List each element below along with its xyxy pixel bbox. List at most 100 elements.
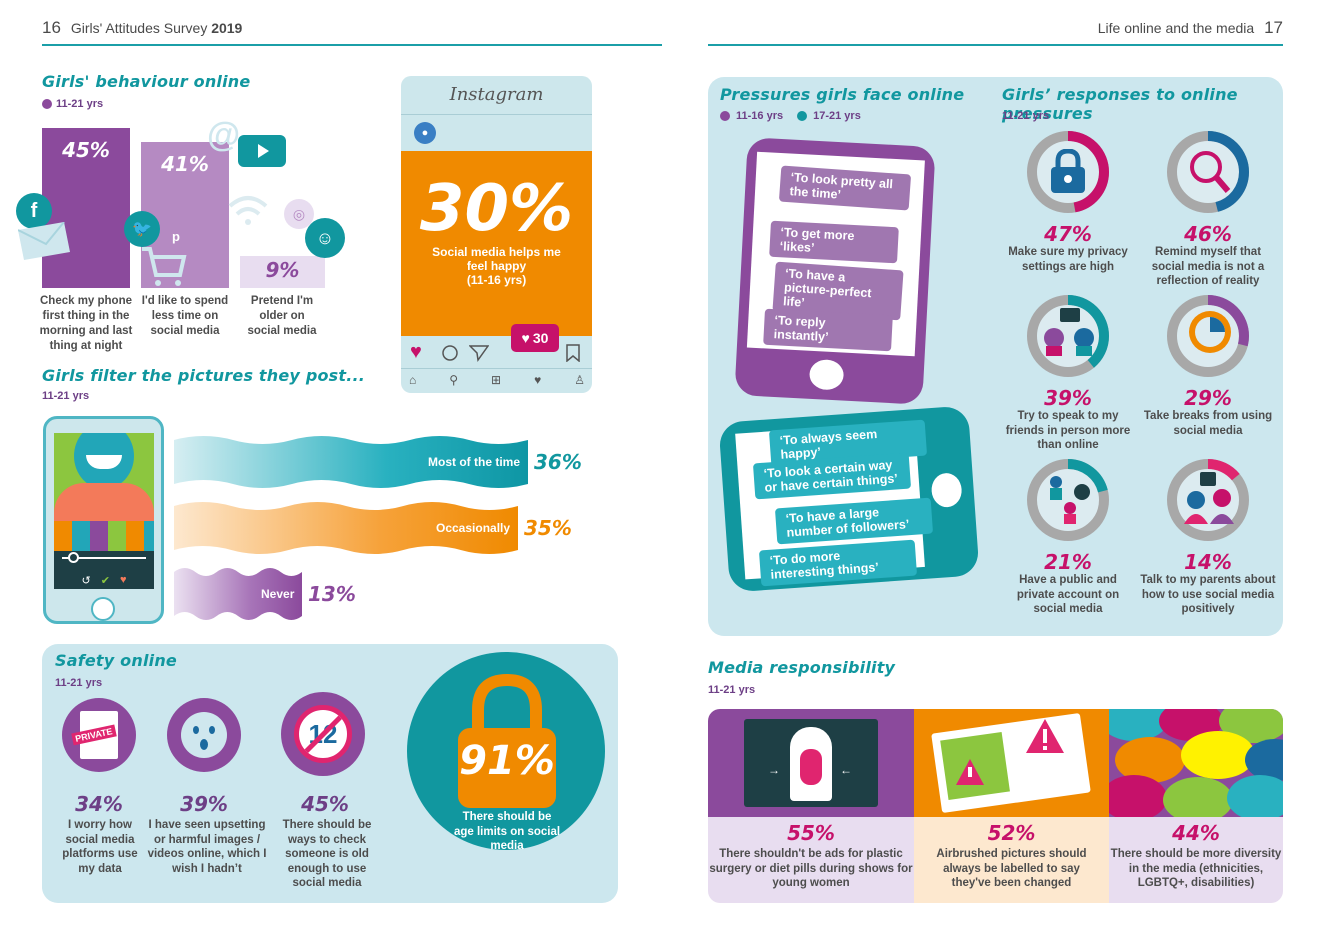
survey-title: Girls' Attitudes Survey <box>70 20 208 36</box>
comment-icon[interactable] <box>441 344 459 362</box>
warning-icon <box>956 759 984 785</box>
bookmark-icon[interactable] <box>565 344 581 362</box>
facebook-icon: f <box>16 193 52 229</box>
wave-occasionally <box>174 502 518 554</box>
shopping-cart-icon <box>142 247 187 286</box>
pressure-bubble-younger-2: ‘To get more ‘likes’ <box>769 220 899 264</box>
safety-caption-upsetting: I have seen upsetting or harmful images … <box>147 819 267 875</box>
tv-icon: → ← <box>744 719 878 807</box>
envelope-icon <box>18 222 70 260</box>
instagram-age: (11-16 yrs) <box>466 273 527 287</box>
filter-age: 11-21 yrs <box>42 390 89 402</box>
private-tag: PRIVATE <box>71 724 117 746</box>
legend-label-older: 17-21 yrs <box>813 110 861 122</box>
padlock-icon <box>458 673 556 808</box>
media-caption-diversity: There should be more diversity in the me… <box>1110 848 1282 889</box>
media-caption-airbrushed: Airbrushed pictures should always be lab… <box>936 848 1087 889</box>
phone-younger-home-button <box>808 358 845 391</box>
likes-count: 30 <box>532 330 549 346</box>
video-play-icon <box>238 135 286 167</box>
instagram-post: 30% Social media helps me feel happy (11… <box>401 151 592 336</box>
filter-label-most: Most of the time <box>428 455 520 469</box>
right-page-number: 17 <box>1264 18 1283 37</box>
wave-never <box>174 568 302 620</box>
behaviour-bar-label: 9% <box>265 258 300 282</box>
activity-heart-icon[interactable]: ♥ <box>534 373 542 387</box>
behaviour-bar-phone: 45% <box>42 128 130 288</box>
magnifier-icon <box>1190 151 1231 193</box>
age-limits-pct: 91% <box>459 738 555 784</box>
response-pct-in-person: 39% <box>1044 386 1092 410</box>
behaviour-age: 11-21 yrs <box>42 98 103 110</box>
twitter-icon: 🐦 <box>124 211 160 247</box>
pressures-legend: 11-16 yrs 17-21 yrs <box>720 110 861 122</box>
padlock-icon <box>1051 149 1085 193</box>
age-dot <box>42 99 52 109</box>
filter-pct-occasionally: 35% <box>524 516 572 540</box>
conversation-icon <box>1044 308 1094 356</box>
response-pct-accounts: 21% <box>1044 550 1092 574</box>
safety-age: 11-21 yrs <box>55 677 102 689</box>
safety-title: Safety online <box>55 651 177 670</box>
media-caption-ads: There shouldn't be ads for plastic surge… <box>709 848 913 889</box>
response-caption-breaks: Take breaks from using social media <box>1143 410 1273 437</box>
filter-pct-most: 36% <box>534 450 582 474</box>
like-heart-icon[interactable]: ♥ <box>410 341 422 363</box>
instagram-icon: ◎ <box>284 199 314 229</box>
filter-age-label: 11-21 yrs <box>42 390 90 402</box>
media-pct-ads: 55% <box>787 821 835 845</box>
filter-label-occasionally: Occasionally <box>436 521 511 535</box>
behaviour-bar-less-time: 41% <box>141 142 229 288</box>
legend-label-younger: 11-16 yrs <box>736 110 784 122</box>
at-sign-icon: @ <box>207 116 241 154</box>
safety-age-label: 11-21 yrs <box>55 677 103 689</box>
response-caption-privacy: Make sure my privacy settings are high <box>1008 246 1128 273</box>
instagram-nav-bar: ⌂ ⚲ ⊞ ♥ ♙ <box>409 373 585 387</box>
phone-illustration: ↺ ✔ ♥ <box>43 416 164 624</box>
phone-home-button <box>91 597 115 621</box>
survey-year: 2019 <box>211 20 243 36</box>
responses-age: 11-21 yrs <box>1002 110 1049 122</box>
arrow-left-icon: ← <box>840 763 852 777</box>
left-page-number: 16 <box>42 18 61 37</box>
media-stat-diversity: 44% There should be more diversity in th… <box>1109 817 1283 903</box>
behaviour-title: Girls' behaviour online <box>42 72 251 91</box>
filter-label-never: Never <box>261 587 295 601</box>
search-icon[interactable]: ⚲ <box>449 373 459 387</box>
behaviour-caption-older: Pretend I'm older on social media <box>247 295 317 337</box>
response-caption-parents: Talk to my parents about how to use soci… <box>1140 574 1276 615</box>
profile-icon[interactable]: ♙ <box>574 373 585 387</box>
media-stat-airbrushed: 52% Airbrushed pictures should always be… <box>914 817 1109 903</box>
legend-dot-younger <box>720 111 730 121</box>
parent-talk-icon <box>1184 472 1234 524</box>
slider-handle[interactable] <box>68 552 79 563</box>
response-caption-reality: Remind myself that social media is not a… <box>1151 246 1265 287</box>
confirm-check-icon[interactable]: ✔ <box>100 574 110 587</box>
wave-most-of-the-time <box>174 436 528 488</box>
filter-pct-never: 13% <box>308 582 356 606</box>
safety-caption-data: I worry how social media platforms use m… <box>62 819 138 875</box>
response-caption-in-person: Try to speak to my friends in person mor… <box>1005 410 1131 451</box>
add-post-icon[interactable]: ⊞ <box>491 373 502 387</box>
response-pct-reality: 46% <box>1184 222 1232 246</box>
likes-badge: ♥ 30 <box>511 324 559 352</box>
divider <box>401 114 592 115</box>
undo-icon[interactable]: ↺ <box>81 574 91 587</box>
behaviour-caption-phone: Check my phone first thing in the mornin… <box>39 295 133 352</box>
media-stat-ads: 55% There shouldn't be ads for plastic s… <box>708 817 914 903</box>
legend-dot-older <box>797 111 808 121</box>
media-image-magazine <box>914 709 1109 817</box>
pressures-title: Pressures girls face online <box>720 85 965 104</box>
responses-age-label: 11-21 yrs <box>1002 110 1050 122</box>
photo-edit-controls: ↺ ✔ ♥ <box>54 571 154 589</box>
instagram-card: Instagram ● 30% Social media helps me fe… <box>401 76 592 393</box>
response-pct-privacy: 47% <box>1044 222 1092 246</box>
media-age-label: 11-21 yrs <box>708 684 756 696</box>
right-header-rule <box>708 44 1283 46</box>
share-icon[interactable] <box>469 344 489 362</box>
home-icon[interactable]: ⌂ <box>409 373 417 387</box>
favourite-heart-icon[interactable]: ♥ <box>119 574 127 586</box>
filter-slider[interactable] <box>62 557 146 559</box>
response-pct-breaks: 29% <box>1184 386 1232 410</box>
instagram-percentage: 30% <box>419 172 574 246</box>
